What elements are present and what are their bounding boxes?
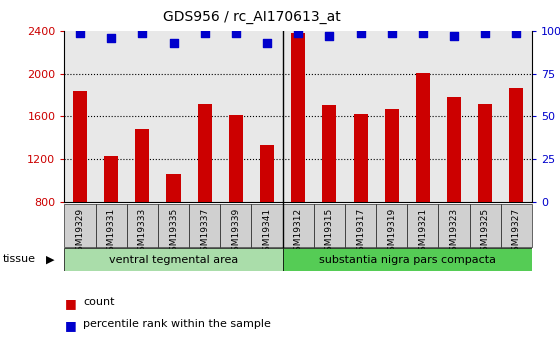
Point: [512, 30, 521, 36]
FancyBboxPatch shape: [470, 204, 501, 247]
FancyBboxPatch shape: [64, 248, 283, 271]
FancyBboxPatch shape: [96, 204, 127, 247]
Point: [356, 30, 365, 36]
FancyBboxPatch shape: [127, 204, 158, 247]
Text: percentile rank within the sample: percentile rank within the sample: [83, 319, 270, 329]
FancyBboxPatch shape: [345, 204, 376, 247]
Point: [231, 30, 240, 36]
Bar: [385, 109, 399, 202]
Text: GSM19315: GSM19315: [325, 207, 334, 257]
Bar: [447, 97, 461, 202]
Bar: [510, 88, 524, 202]
FancyBboxPatch shape: [283, 248, 532, 271]
Bar: [478, 104, 492, 202]
FancyBboxPatch shape: [407, 204, 438, 247]
Point: [294, 30, 303, 36]
FancyBboxPatch shape: [438, 204, 470, 247]
Text: tissue: tissue: [3, 255, 36, 264]
Bar: [416, 73, 430, 202]
Text: GSM19319: GSM19319: [387, 207, 396, 257]
Text: GSM19325: GSM19325: [480, 207, 490, 257]
Point: [106, 35, 116, 41]
Point: [76, 30, 85, 36]
Bar: [73, 91, 87, 202]
Bar: [136, 129, 150, 202]
FancyBboxPatch shape: [158, 204, 189, 247]
Text: GSM19339: GSM19339: [231, 207, 240, 257]
Text: GSM19333: GSM19333: [138, 207, 147, 257]
Point: [138, 30, 147, 36]
Text: GSM19321: GSM19321: [418, 207, 427, 257]
Text: GSM19312: GSM19312: [293, 207, 303, 257]
Bar: [323, 105, 337, 202]
Text: GDS956 / rc_AI170613_at: GDS956 / rc_AI170613_at: [163, 10, 341, 24]
Text: ■: ■: [64, 319, 76, 332]
Text: GSM19341: GSM19341: [263, 207, 272, 257]
Text: GSM19317: GSM19317: [356, 207, 365, 257]
FancyBboxPatch shape: [376, 204, 407, 247]
Bar: [229, 115, 243, 202]
Point: [169, 40, 178, 46]
Bar: [104, 156, 118, 202]
FancyBboxPatch shape: [189, 204, 220, 247]
FancyBboxPatch shape: [314, 204, 345, 247]
Point: [418, 30, 427, 36]
Point: [263, 40, 272, 46]
Point: [480, 30, 489, 36]
Text: ▶: ▶: [46, 255, 54, 264]
Bar: [353, 114, 367, 202]
Bar: [291, 33, 305, 202]
Bar: [166, 174, 180, 202]
Point: [200, 30, 209, 36]
Point: [450, 33, 459, 39]
FancyBboxPatch shape: [251, 204, 283, 247]
Text: GSM19329: GSM19329: [76, 207, 85, 257]
Point: [388, 30, 396, 36]
FancyBboxPatch shape: [64, 204, 96, 247]
Text: GSM19335: GSM19335: [169, 207, 178, 257]
Text: ventral tegmental area: ventral tegmental area: [109, 255, 238, 265]
FancyBboxPatch shape: [220, 204, 251, 247]
FancyBboxPatch shape: [501, 204, 532, 247]
Text: ■: ■: [64, 297, 76, 310]
Bar: [198, 104, 212, 202]
Point: [325, 33, 334, 39]
Bar: [260, 145, 274, 202]
Text: GSM19327: GSM19327: [512, 207, 521, 257]
Text: substantia nigra pars compacta: substantia nigra pars compacta: [319, 255, 496, 265]
Text: GSM19323: GSM19323: [450, 207, 459, 257]
Text: GSM19331: GSM19331: [106, 207, 116, 257]
FancyBboxPatch shape: [283, 204, 314, 247]
Text: count: count: [83, 297, 114, 307]
Text: GSM19337: GSM19337: [200, 207, 209, 257]
